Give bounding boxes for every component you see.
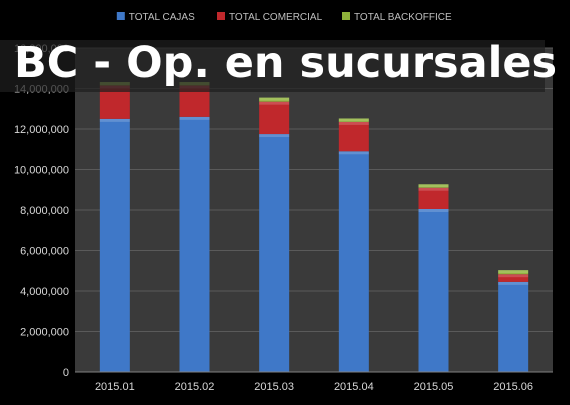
legend-label: TOTAL CAJAS [129,12,195,23]
legend-swatch [116,12,125,20]
bar-highlight [498,270,529,274]
bar-segment-total-comercial [338,121,369,152]
y-tick-label: 8,000,000 [20,205,69,217]
bar-segment-total-cajas [418,208,449,372]
legend: TOTAL CAJAS TOTAL COMERCIAL TOTAL BACKOFFI… [116,12,452,23]
x-tick-label: 2015.03 [254,381,294,393]
x-tick-label: 2015.01 [95,381,135,393]
legend-label: TOTAL COMERCIAL [229,12,323,23]
y-tick-label: 6,000,000 [20,246,69,258]
x-tick-label: 2015.04 [334,381,374,393]
legend-swatch [217,12,225,20]
bar-segment-total-cajas [338,151,369,372]
x-tick-label: 2015.06 [493,381,533,393]
x-tick-label: 2015.05 [414,381,454,393]
bar-highlight [338,121,369,125]
bar-highlight [498,274,529,278]
bar-highlight [179,116,210,120]
bar-highlight [338,151,369,155]
bar-segment-total-backoffice [338,118,369,122]
bar-segment-total-comercial [418,187,449,209]
y-axis: 0 2,000,000 4,000,000 6,000,000 8,000,000 10,… [14,43,69,379]
bar-highlight [418,208,449,212]
bar-highlight [99,118,130,122]
bar-segment-total-comercial [259,101,290,135]
bar-segment-total-comercial [498,274,529,282]
bar-segment-total-cajas [179,116,210,372]
bar-highlight [498,281,529,285]
bar-highlight [259,97,290,101]
bar-highlight [259,101,290,105]
y-tick-label: 4,000,000 [20,286,69,298]
bar-segment-total-backoffice [418,184,449,188]
overlay-title: BC - Op. en sucursales [14,38,558,88]
bar-highlight [418,184,449,188]
bar-segment-total-backoffice [259,97,290,102]
bar-highlight [338,118,369,122]
bars [99,82,529,372]
bar-highlight [418,187,449,191]
bar-highlight [259,134,290,138]
bar-segment-total-cajas [498,281,529,372]
bar-segment-total-cajas [259,134,290,372]
legend-label: TOTAL BACKOFFICE [354,12,452,23]
x-axis: 2015.01 2015.02 2015.03 2015.04 2015.05 2015.… [75,371,553,393]
bar-segment-total-backoffice [498,270,529,275]
legend-swatch [342,12,350,20]
y-tick-label: 12,000,000 [14,124,69,136]
bar-segment-total-cajas [99,118,130,372]
y-tick-label: 2,000,000 [20,327,69,339]
x-tick-label: 2015.02 [175,381,215,393]
title-banner [0,40,545,92]
y-tick-label: 10,000,000 [14,165,69,177]
y-tick-label: 0 [63,367,69,379]
